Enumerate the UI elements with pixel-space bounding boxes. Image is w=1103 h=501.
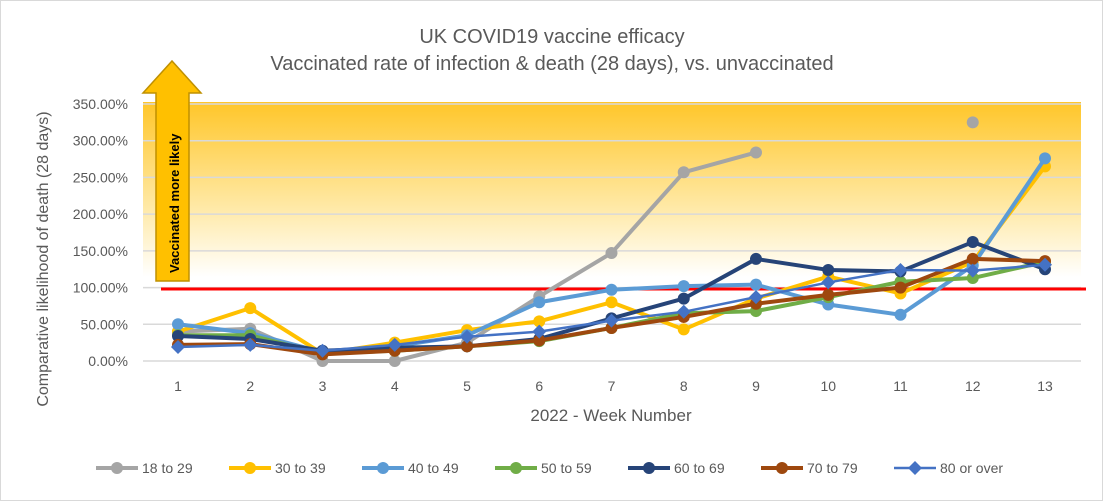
x-tick-label: 11	[893, 378, 908, 394]
y-tick-label: 200.00%	[73, 206, 128, 222]
data-point	[677, 166, 690, 179]
x-tick-label: 13	[1037, 378, 1053, 394]
legend-label: 80 or over	[940, 460, 1003, 476]
x-tick-label: 4	[391, 378, 399, 394]
data-point	[172, 330, 184, 343]
data-point	[677, 292, 690, 305]
data-point	[965, 263, 980, 278]
data-point	[750, 278, 762, 291]
data-point	[894, 281, 907, 294]
data-point	[821, 275, 836, 290]
data-point	[1039, 152, 1051, 165]
chart-subtitle: Vaccinated rate of infection & death (28…	[270, 53, 833, 75]
series-80-or-over	[171, 257, 1052, 358]
data-point	[677, 323, 690, 336]
data-point	[966, 252, 979, 265]
data-point	[966, 272, 979, 285]
data-point	[1038, 257, 1052, 272]
data-point	[966, 236, 979, 249]
legend-label: 40 to 49	[408, 460, 459, 476]
x-tick-label: 7	[608, 378, 616, 394]
data-point	[908, 461, 922, 475]
data-point	[171, 340, 185, 355]
data-point	[677, 280, 690, 293]
data-point	[749, 290, 763, 305]
data-point	[460, 329, 474, 344]
legend-label: 70 to 79	[807, 460, 858, 476]
x-tick-label: 9	[752, 378, 760, 394]
data-point	[243, 337, 258, 352]
data-point	[676, 304, 691, 319]
data-point	[533, 334, 546, 347]
data-point	[461, 340, 473, 353]
data-point	[966, 116, 979, 129]
data-point	[605, 247, 618, 260]
legend-item[interactable]: 70 to 79	[761, 460, 858, 476]
x-tick-label: 1	[174, 378, 182, 394]
legend-label: 50 to 59	[541, 460, 592, 476]
data-point	[377, 462, 389, 474]
vaccinated-more-likely-arrow: Vaccinated more likely	[141, 59, 203, 282]
x-tick-label: 12	[965, 378, 981, 394]
data-point	[894, 308, 907, 321]
legend-item[interactable]: 40 to 49	[362, 460, 459, 476]
y-tick-label: 100.00%	[73, 280, 128, 296]
data-point	[605, 296, 618, 309]
legend-item[interactable]: 60 to 69	[628, 460, 725, 476]
data-point	[822, 263, 835, 276]
y-tick-label: 150.00%	[73, 243, 128, 259]
chart-title: UK COVID19 vaccine efficacy	[419, 26, 684, 48]
legend-label: 30 to 39	[275, 460, 326, 476]
data-point	[111, 462, 123, 474]
data-point	[822, 288, 835, 301]
data-point	[750, 146, 762, 159]
data-point	[605, 321, 618, 334]
y-tick-label: 350.00%	[73, 96, 128, 112]
data-point	[643, 462, 655, 474]
x-tick-label: 2	[246, 378, 254, 394]
y-tick-label: 50.00%	[81, 316, 128, 332]
x-tick-label: 8	[680, 378, 688, 394]
legend-item[interactable]: 50 to 59	[495, 460, 592, 476]
data-point	[533, 296, 546, 309]
legend-label: 60 to 69	[674, 460, 725, 476]
x-tick-label: 10	[820, 378, 836, 394]
data-point	[388, 355, 401, 367]
data-point	[533, 315, 546, 328]
legend-item[interactable]: 30 to 39	[229, 460, 326, 476]
x-tick-label: 3	[319, 378, 327, 394]
data-point	[244, 302, 257, 315]
data-point	[604, 313, 619, 328]
data-point	[172, 318, 184, 331]
data-point	[776, 462, 788, 474]
y-tick-label: 300.00%	[73, 133, 128, 149]
data-point	[605, 283, 618, 296]
x-axis-label: 2022 - Week Number	[530, 406, 692, 425]
y-tick-label: 0.00%	[88, 353, 128, 369]
data-point	[532, 324, 547, 339]
legend-item[interactable]: 80 or over	[894, 460, 1003, 476]
data-point	[315, 343, 330, 358]
x-tick-label: 5	[463, 378, 471, 394]
legend-item[interactable]: 18 to 29	[96, 460, 193, 476]
y-axis-label: Comparative likelihood of death (28 days…	[35, 111, 52, 406]
data-point	[750, 252, 762, 265]
annotation-label: Vaccinated more likely	[167, 133, 182, 273]
data-point	[893, 262, 908, 277]
data-point	[510, 462, 522, 474]
y-tick-label: 250.00%	[73, 169, 128, 185]
legend-label: 18 to 29	[142, 460, 193, 476]
data-point	[244, 462, 256, 474]
data-point	[387, 337, 402, 352]
x-tick-label: 6	[535, 378, 543, 394]
